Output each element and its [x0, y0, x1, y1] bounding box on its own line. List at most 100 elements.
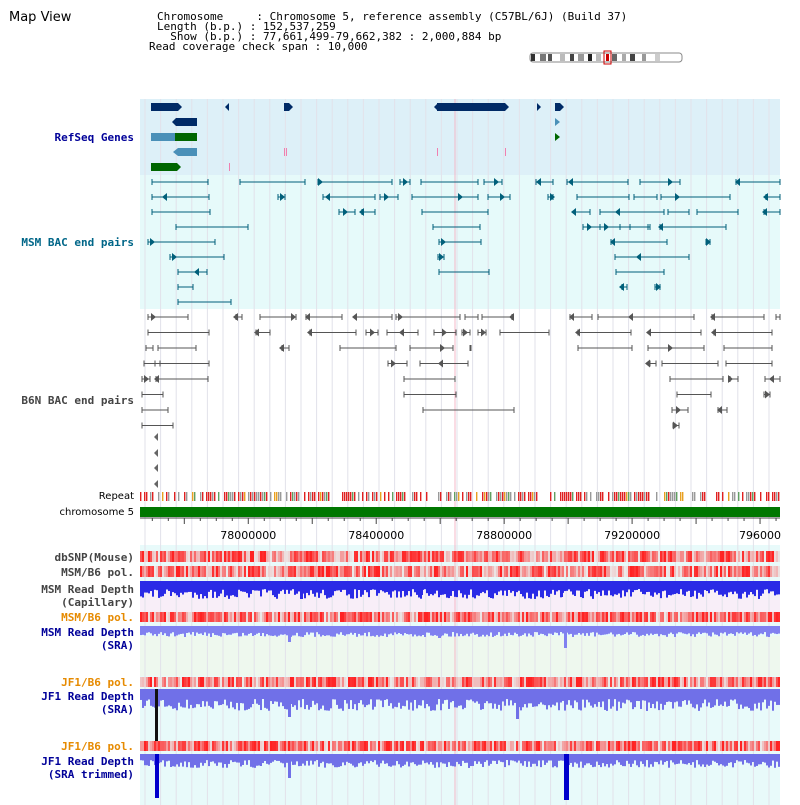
jf1-pol2-cell [728, 741, 730, 751]
track-label-b6n-bac[interactable]: B6N BAC end pairs [21, 394, 134, 407]
jf1-trimmed-bar [672, 754, 674, 763]
jf1-trimmed-bar [710, 754, 712, 765]
msm-pol2-cell [544, 612, 546, 622]
msm-capillary-bar [716, 581, 718, 591]
dbsnp-cell [572, 551, 574, 562]
jf1-pol-cell [674, 677, 676, 687]
msm-pol2-cell [654, 612, 656, 622]
track-label-msm-bac[interactable]: MSM BAC end pairs [21, 236, 134, 249]
jf1-pol2-cell [200, 741, 202, 751]
jf1-pol2-cell [396, 741, 398, 751]
jf1-pol-cell [184, 677, 186, 687]
msm-sra-bar [358, 626, 360, 634]
track-label-dbsnp[interactable]: dbSNP(Mouse) [54, 551, 134, 564]
jf1-trimmed-bar [346, 754, 348, 762]
dbsnp-cell [574, 551, 576, 562]
msm-sra-bar [664, 626, 666, 636]
jf1-sra-bar [316, 689, 318, 704]
track-label-jf1-depth[interactable]: JF1 Read Depth [41, 690, 134, 703]
jf1-pol2-cell [630, 741, 632, 751]
msm-pol2-cell [636, 612, 638, 622]
msm-pol2-cell [552, 612, 554, 622]
msm-pol2-cell [242, 612, 244, 622]
jf1-sra-bar [186, 689, 188, 700]
jf1-sra-bar [512, 689, 514, 706]
track-label-jf1-pol-2[interactable]: JF1/B6 pol. [61, 740, 134, 753]
jf1-trimmed-bar [730, 754, 732, 763]
refseq-tick [437, 148, 438, 156]
dbsnp-cell [220, 551, 222, 562]
jf1-trimmed-bar [438, 754, 440, 768]
jf1-trimmed-bar [660, 754, 662, 761]
jf1-trimmed-bar [456, 754, 458, 762]
repeat-mark [278, 492, 280, 501]
track-label-msm-pol-2[interactable]: MSM/B6 pol. [61, 611, 134, 624]
jf1-pol-cell [440, 677, 442, 687]
jf1-pol2-cell [442, 741, 444, 751]
jf1-pol-cell [316, 677, 318, 687]
dbsnp-cell [638, 551, 640, 562]
jf1-sra-bar [480, 689, 482, 710]
jf1-pol-cell [530, 677, 532, 687]
dbsnp-cell [162, 551, 164, 562]
dbsnp-cell [332, 551, 334, 562]
jf1-pol-cell [322, 677, 324, 687]
dbsnp-cell [356, 551, 358, 562]
jf1-pol-cell [676, 677, 678, 687]
jf1-trimmed-bar [344, 754, 346, 766]
msm-pol2-cell [426, 612, 428, 622]
msm-sra-bar [378, 626, 380, 637]
track-label-jf1-pol[interactable]: JF1/B6 pol. [61, 676, 134, 689]
jf1-sra-bar [216, 689, 218, 702]
msm-pol2-cell [254, 612, 256, 622]
msm-pol2-cell [536, 612, 538, 622]
msm-pol2-cell [698, 612, 700, 622]
repeat-mark [534, 492, 536, 501]
dbsnp-cell [660, 551, 662, 562]
jf1-sra-bar [308, 689, 310, 710]
msm-capillary-bar [670, 581, 672, 596]
msm-capillary-bar [590, 581, 592, 597]
msm-pol-cell [402, 566, 404, 577]
jf1-sra-bar [178, 689, 180, 703]
jf1-sra-bar [342, 689, 344, 711]
msm-sra-bar [214, 626, 216, 635]
msm-pol-cell [598, 566, 600, 577]
track-label-jf1-trimmed[interactable]: JF1 Read Depth [41, 755, 134, 768]
track-label-msm-depth-capillary[interactable]: MSM Read Depth [41, 583, 134, 596]
track-label-msm-depth-sra[interactable]: MSM Read Depth [41, 626, 134, 639]
msm-sra-bar [172, 626, 174, 633]
jf1-pol-cell [694, 677, 696, 687]
jf1-pol-cell [540, 677, 542, 687]
msm-pol-cell [204, 566, 206, 577]
msm-sra-bar [230, 626, 232, 635]
msm-capillary-bar [346, 581, 348, 596]
msm-sra-bar [348, 626, 350, 635]
msm-capillary-bar [768, 581, 770, 594]
jf1-sra-bar [170, 689, 172, 707]
msm-capillary-bar [466, 581, 468, 599]
jf1-sra-bar [534, 689, 536, 707]
msm-capillary-bar [374, 581, 376, 590]
repeat-mark [266, 492, 268, 501]
dbsnp-cell [752, 551, 754, 562]
msm-pol2-cell [368, 612, 370, 622]
jf1-pol-cell [606, 677, 608, 687]
dbsnp-cell [360, 551, 362, 562]
msm-capillary-bar [606, 581, 608, 596]
track-label-msm-pol[interactable]: MSM/B6 pol. [61, 566, 134, 579]
msm-pol-cell [266, 566, 268, 577]
jf1-sra-bar [370, 689, 372, 700]
track-label-refseq[interactable]: RefSeq Genes [54, 131, 134, 144]
msm-pol-cell [418, 566, 420, 577]
msm-capillary-bar [208, 581, 210, 592]
jf1-pol-cell [412, 677, 414, 687]
msm-capillary-bar [740, 581, 742, 599]
msm-pol2-cell [510, 612, 512, 622]
jf1-pol2-cell [394, 741, 396, 751]
msm-pol-cell [746, 566, 748, 577]
jf1-sra-bar [432, 689, 434, 711]
jf1-sra-bar [752, 689, 754, 711]
jf1-pol2-cell [206, 741, 208, 751]
